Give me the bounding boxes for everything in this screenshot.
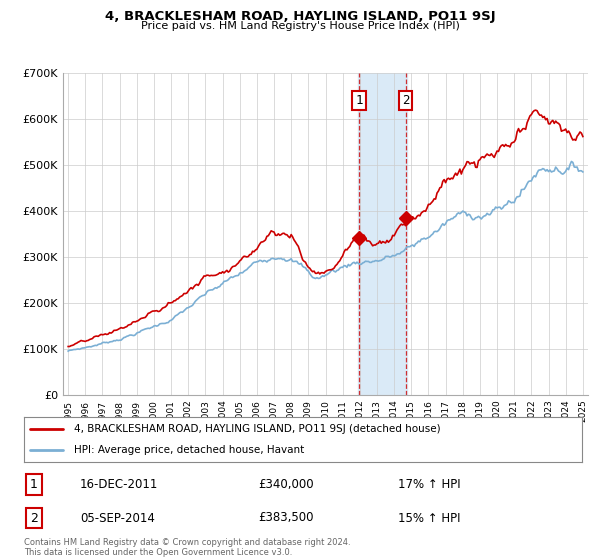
Text: 2: 2	[402, 94, 409, 107]
Text: 17% ↑ HPI: 17% ↑ HPI	[398, 478, 460, 491]
Text: 4, BRACKLESHAM ROAD, HAYLING ISLAND, PO11 9SJ (detached house): 4, BRACKLESHAM ROAD, HAYLING ISLAND, PO1…	[74, 424, 441, 435]
Text: 1: 1	[355, 94, 363, 107]
Text: 4, BRACKLESHAM ROAD, HAYLING ISLAND, PO11 9SJ: 4, BRACKLESHAM ROAD, HAYLING ISLAND, PO1…	[104, 10, 496, 23]
Text: 2: 2	[30, 511, 38, 525]
Text: 15% ↑ HPI: 15% ↑ HPI	[398, 511, 460, 525]
Text: 16-DEC-2011: 16-DEC-2011	[80, 478, 158, 491]
Text: HPI: Average price, detached house, Havant: HPI: Average price, detached house, Hava…	[74, 445, 304, 455]
Text: Contains HM Land Registry data © Crown copyright and database right 2024.
This d: Contains HM Land Registry data © Crown c…	[24, 538, 350, 557]
Text: £340,000: £340,000	[259, 478, 314, 491]
Bar	[358, 73, 407, 395]
Text: £383,500: £383,500	[259, 511, 314, 525]
Text: 1: 1	[30, 478, 38, 491]
Text: 05-SEP-2014: 05-SEP-2014	[80, 511, 155, 525]
Text: Price paid vs. HM Land Registry's House Price Index (HPI): Price paid vs. HM Land Registry's House …	[140, 21, 460, 31]
